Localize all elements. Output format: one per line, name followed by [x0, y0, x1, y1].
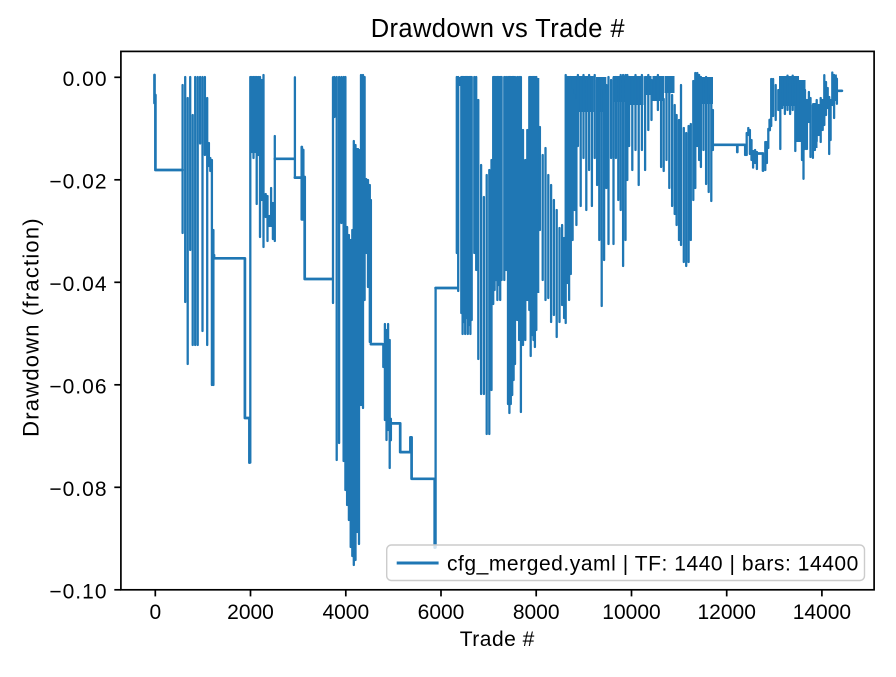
svg-text:−0.08: −0.08 [49, 478, 107, 501]
svg-text:0.00: 0.00 [63, 68, 108, 91]
svg-text:−0.10: −0.10 [49, 580, 107, 603]
svg-text:−0.02: −0.02 [49, 170, 107, 193]
svg-text:6000: 6000 [418, 601, 465, 624]
svg-text:8000: 8000 [513, 601, 560, 624]
svg-text:Drawdown vs Trade #: Drawdown vs Trade # [371, 15, 626, 43]
svg-text:−0.06: −0.06 [49, 375, 107, 398]
svg-text:cfg_merged.yaml | TF: 1440 | b: cfg_merged.yaml | TF: 1440 | bars: 14400 [447, 552, 859, 575]
svg-text:4000: 4000 [322, 601, 369, 624]
svg-text:Trade #: Trade # [460, 628, 535, 651]
svg-text:12000: 12000 [697, 601, 755, 624]
svg-text:0: 0 [149, 601, 161, 624]
svg-text:10000: 10000 [602, 601, 660, 624]
svg-text:−0.04: −0.04 [49, 273, 107, 296]
svg-text:14000: 14000 [793, 601, 851, 624]
svg-text:2000: 2000 [227, 601, 274, 624]
svg-text:Drawdown (fraction): Drawdown (fraction) [19, 217, 44, 437]
